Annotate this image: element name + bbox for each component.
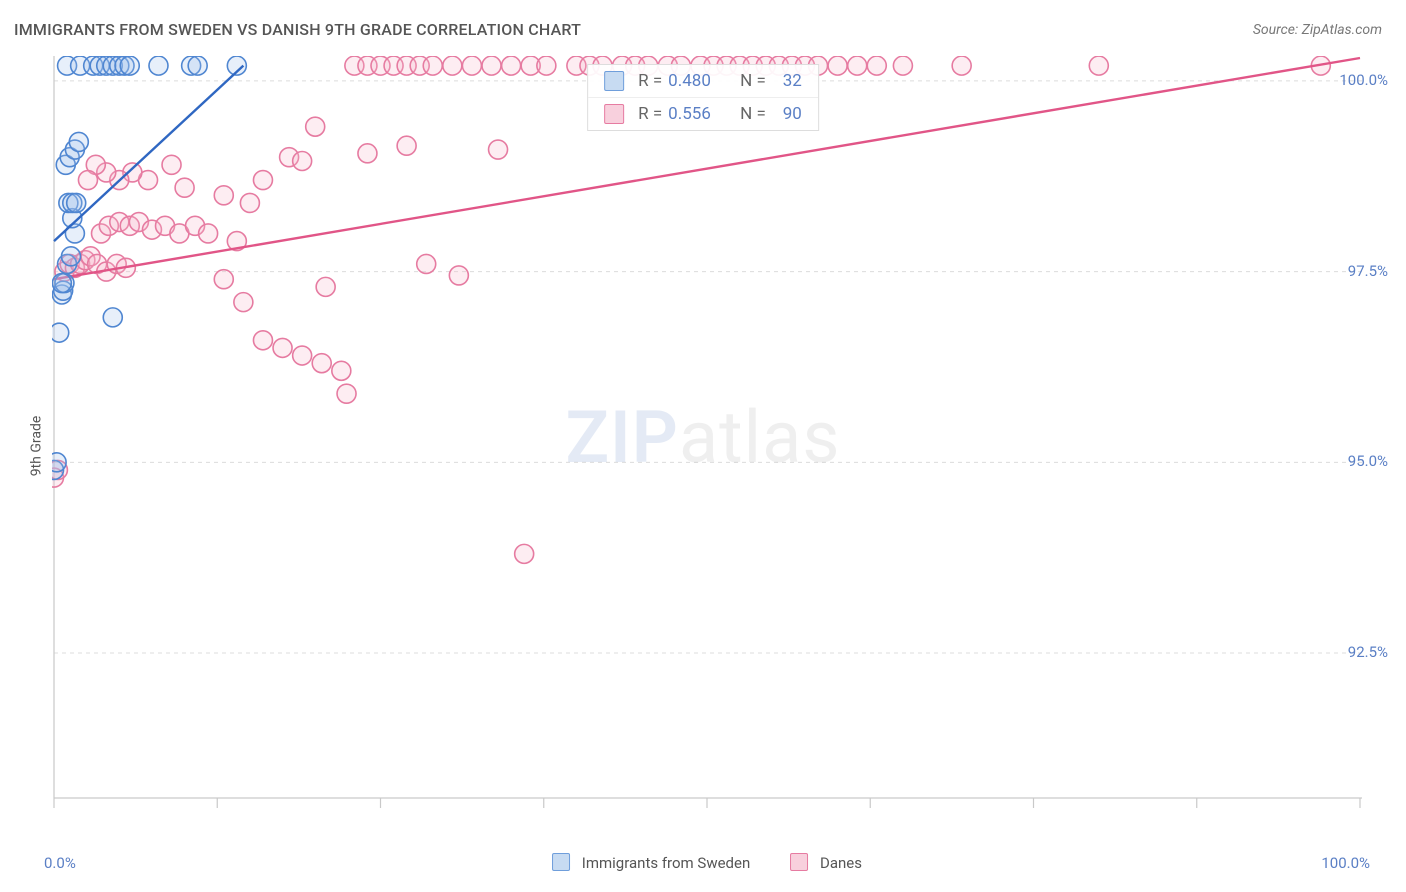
x-axis-min-label: 0.0% <box>44 854 76 872</box>
swatch-icon <box>790 853 808 871</box>
y-tick-label: 95.0% <box>1348 452 1388 470</box>
x-axis-max-label: 100.0% <box>1321 854 1370 872</box>
n-label: N = <box>740 71 766 91</box>
y-tick-label: 92.5% <box>1348 643 1388 661</box>
stats-row-series-2: R = 0.556 N = 90 <box>588 97 818 130</box>
r-label: R = <box>638 104 662 124</box>
r-label: R = <box>638 71 662 91</box>
n-value: 90 <box>772 104 802 124</box>
scatter-chart <box>52 56 1362 816</box>
y-tick-label: 97.5% <box>1348 262 1388 280</box>
chart-title: IMMIGRANTS FROM SWEDEN VS DANISH 9TH GRA… <box>14 20 581 39</box>
r-value: 0.480 <box>668 71 722 91</box>
correlation-stats-box: R = 0.480 N = 32 R = 0.556 N = 90 <box>587 64 819 131</box>
source-attribution: Source: ZipAtlas.com <box>1253 22 1382 38</box>
bottom-legend: Immigrants from Sweden Danes <box>552 853 862 872</box>
y-tick-label: 100.0% <box>1339 71 1388 89</box>
n-value: 32 <box>772 71 802 91</box>
legend-label: Immigrants from Sweden <box>582 854 750 872</box>
chart-container: IMMIGRANTS FROM SWEDEN VS DANISH 9TH GRA… <box>0 0 1406 892</box>
stats-row-series-1: R = 0.480 N = 32 <box>588 65 818 97</box>
swatch-icon <box>604 71 624 91</box>
legend-item-1: Immigrants from Sweden <box>552 853 750 872</box>
r-value: 0.556 <box>668 104 722 124</box>
n-label: N = <box>740 104 766 124</box>
swatch-icon <box>604 104 624 124</box>
legend-label: Danes <box>820 854 862 872</box>
swatch-icon <box>552 853 570 871</box>
plot-area <box>52 56 1362 816</box>
legend-item-2: Danes <box>790 853 862 872</box>
x-axis-row: 0.0% Immigrants from Sweden Danes 100.0% <box>52 832 1362 872</box>
y-axis-label: 9th Grade <box>28 416 44 477</box>
